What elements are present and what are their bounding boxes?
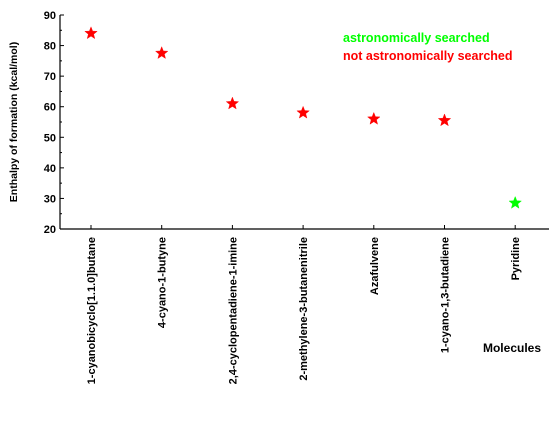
data-point-star [437, 113, 452, 127]
data-point-star [367, 111, 381, 125]
data-point-star [296, 105, 310, 119]
y-axis-ticks: 20 30 40 50 60 70 80 90 [44, 10, 64, 236]
data-point-star [508, 195, 522, 209]
y-tick-label: 60 [44, 102, 56, 114]
x-tick-label: 1-cyanobicyclo[1.1.0]butane [86, 237, 98, 384]
y-axis-label: Enthalpy of formation (kcal/mol) [8, 42, 20, 202]
y-tick-label: 90 [44, 10, 56, 22]
y-tick-label: 30 [44, 193, 56, 205]
y-tick-label: 70 [44, 71, 56, 83]
x-tick-label: 4-cyano-1-butyne [157, 237, 169, 328]
data-points [84, 26, 522, 209]
x-tick-label: 2-methylene-3-butanenitrile [298, 237, 310, 381]
y-tick-label: 80 [44, 41, 56, 53]
x-tick-label: Pyridine [510, 237, 522, 280]
data-point-star [154, 46, 169, 59]
legend-entry-searched: astronomically searched [343, 31, 490, 45]
x-tick-label: 2,4-cyclopentadiene-1-imine [227, 237, 239, 384]
y-tick-label: 40 [44, 163, 56, 175]
data-point-star [225, 96, 240, 110]
x-tick-label: 1-cyano-1,3-butadiene [440, 237, 452, 353]
legend-entry-not-searched: not astronomically searched [343, 49, 513, 63]
y-tick-label: 20 [44, 224, 56, 236]
legend: astronomically searched not astronomical… [343, 31, 513, 63]
data-point-star [84, 26, 98, 40]
axes [59, 15, 549, 230]
x-tick-label: Azafulvene [369, 237, 381, 295]
x-axis-label: Molecules [483, 341, 541, 355]
x-axis-tick-labels: 1-cyanobicyclo[1.1.0]butane 4-cyano-1-but… [86, 225, 522, 384]
y-tick-label: 50 [44, 132, 56, 144]
